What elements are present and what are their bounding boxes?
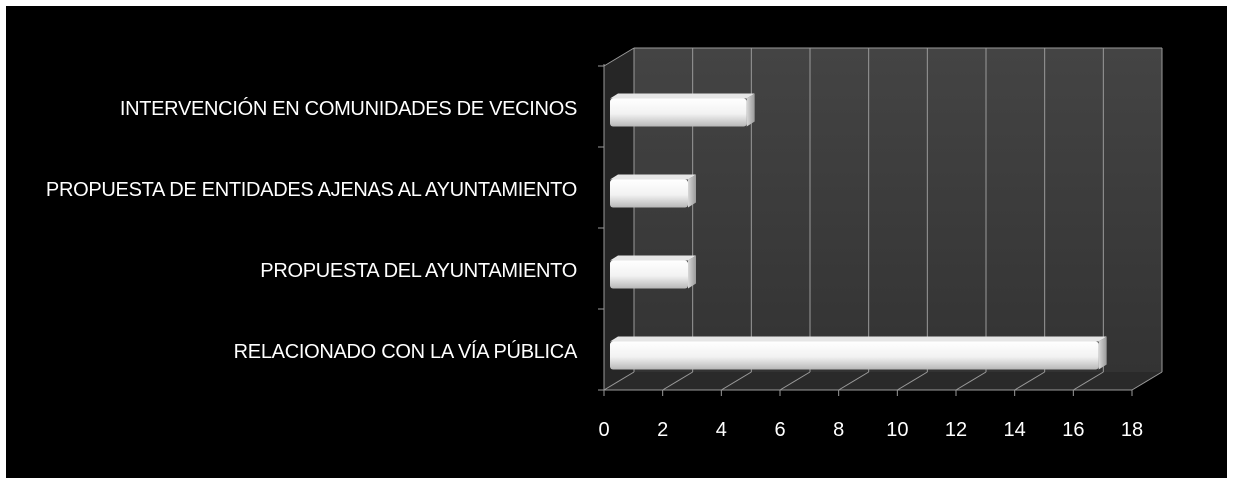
- x-tick-label: 10: [886, 419, 908, 441]
- category-label: PROPUESTA DEL AYUNTAMIENTO: [260, 259, 577, 282]
- floor-gridline: [1131, 371, 1163, 391]
- x-tick-label: 14: [1004, 419, 1026, 441]
- bar-end: [746, 93, 755, 127]
- floor-gridline: [897, 371, 928, 391]
- floor-gridline: [1014, 371, 1045, 391]
- back-wall: [634, 48, 1162, 372]
- x-tick-label: 4: [716, 419, 727, 441]
- bar-end: [688, 174, 696, 208]
- bar-top: [610, 255, 696, 261]
- floor-gridline: [721, 371, 752, 391]
- floor-gridline: [779, 371, 811, 391]
- x-tick-label: 18: [1121, 419, 1143, 441]
- bar: [610, 341, 1099, 370]
- side-wall: [604, 48, 634, 390]
- bar-end: [1098, 336, 1107, 370]
- bar: [610, 260, 688, 289]
- x-tick-label: 16: [1062, 419, 1084, 441]
- wall-corner-edge: [603, 47, 635, 67]
- bar-top: [610, 336, 1107, 342]
- bar-top: [610, 93, 755, 99]
- bar: [610, 179, 688, 208]
- bar-end: [688, 255, 696, 289]
- x-tick-label: 6: [774, 419, 785, 441]
- floor-gridline: [662, 371, 693, 391]
- floor-gridline: [603, 371, 635, 391]
- x-tick-label: 12: [945, 419, 967, 441]
- bar: [610, 98, 747, 127]
- floor-gridline: [1073, 371, 1104, 391]
- floor-gridline: [838, 371, 869, 391]
- x-tick-label: 8: [833, 419, 844, 441]
- category-label: INTERVENCIÓN EN COMUNIDADES DE VECINOS: [119, 97, 577, 120]
- floor-gridline: [955, 371, 987, 391]
- x-tick-label: 0: [598, 419, 609, 441]
- bar-chart: 0 2 4 6 8 10 12 14 16 18: [598, 47, 1163, 441]
- category-label: PROPUESTA DE ENTIDADES AJENAS AL AYUNTAM…: [45, 178, 577, 201]
- bar-top: [610, 174, 696, 180]
- x-tick-label: 2: [657, 419, 668, 441]
- chart-frame: 0 2 4 6 8 10 12 14 16 18 INTERVENCIÓN EN COMUNIDA…: [6, 6, 1227, 478]
- category-label: RELACIONADO CON LA VÍA PÚBLICA: [233, 340, 578, 363]
